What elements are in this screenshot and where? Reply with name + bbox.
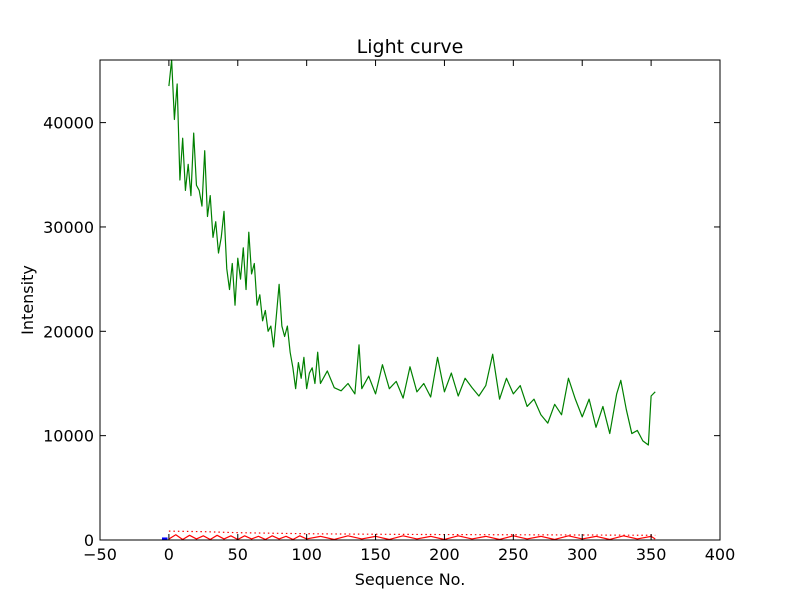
y-tick-label: 20000: [43, 322, 94, 341]
y-axis-label: Intensity: [18, 265, 37, 335]
series-line-0: [168, 59, 656, 446]
x-axis-label: Sequence No.: [355, 570, 466, 589]
x-tick-label: 300: [567, 545, 598, 564]
y-tick-label: 40000: [43, 114, 94, 133]
y-axis-ticks: 0 10000 20000 30000 40000: [43, 114, 720, 550]
x-tick-label: 400: [705, 545, 736, 564]
x-tick-label: 150: [360, 545, 391, 564]
plot-area-frame: [99, 59, 721, 541]
y-tick-label: 10000: [43, 427, 94, 446]
series-line-2: [168, 534, 656, 541]
series-line-1: [168, 530, 656, 536]
x-tick-label: 250: [498, 545, 529, 564]
y-tick-label: 0: [84, 531, 94, 550]
x-tick-label: 200: [429, 545, 460, 564]
x-tick-label: 0: [164, 545, 174, 564]
series-layer: [162, 59, 656, 541]
x-tick-label: 50: [228, 545, 248, 564]
x-tick-label: 350: [636, 545, 667, 564]
chart-title: Light curve: [357, 36, 464, 58]
x-tick-label: −50: [83, 545, 117, 564]
x-tick-label: 100: [291, 545, 322, 564]
x-axis-ticks: −50 0 50 100 150 200 250 300 350 400: [83, 60, 735, 564]
y-tick-label: 30000: [43, 218, 94, 237]
